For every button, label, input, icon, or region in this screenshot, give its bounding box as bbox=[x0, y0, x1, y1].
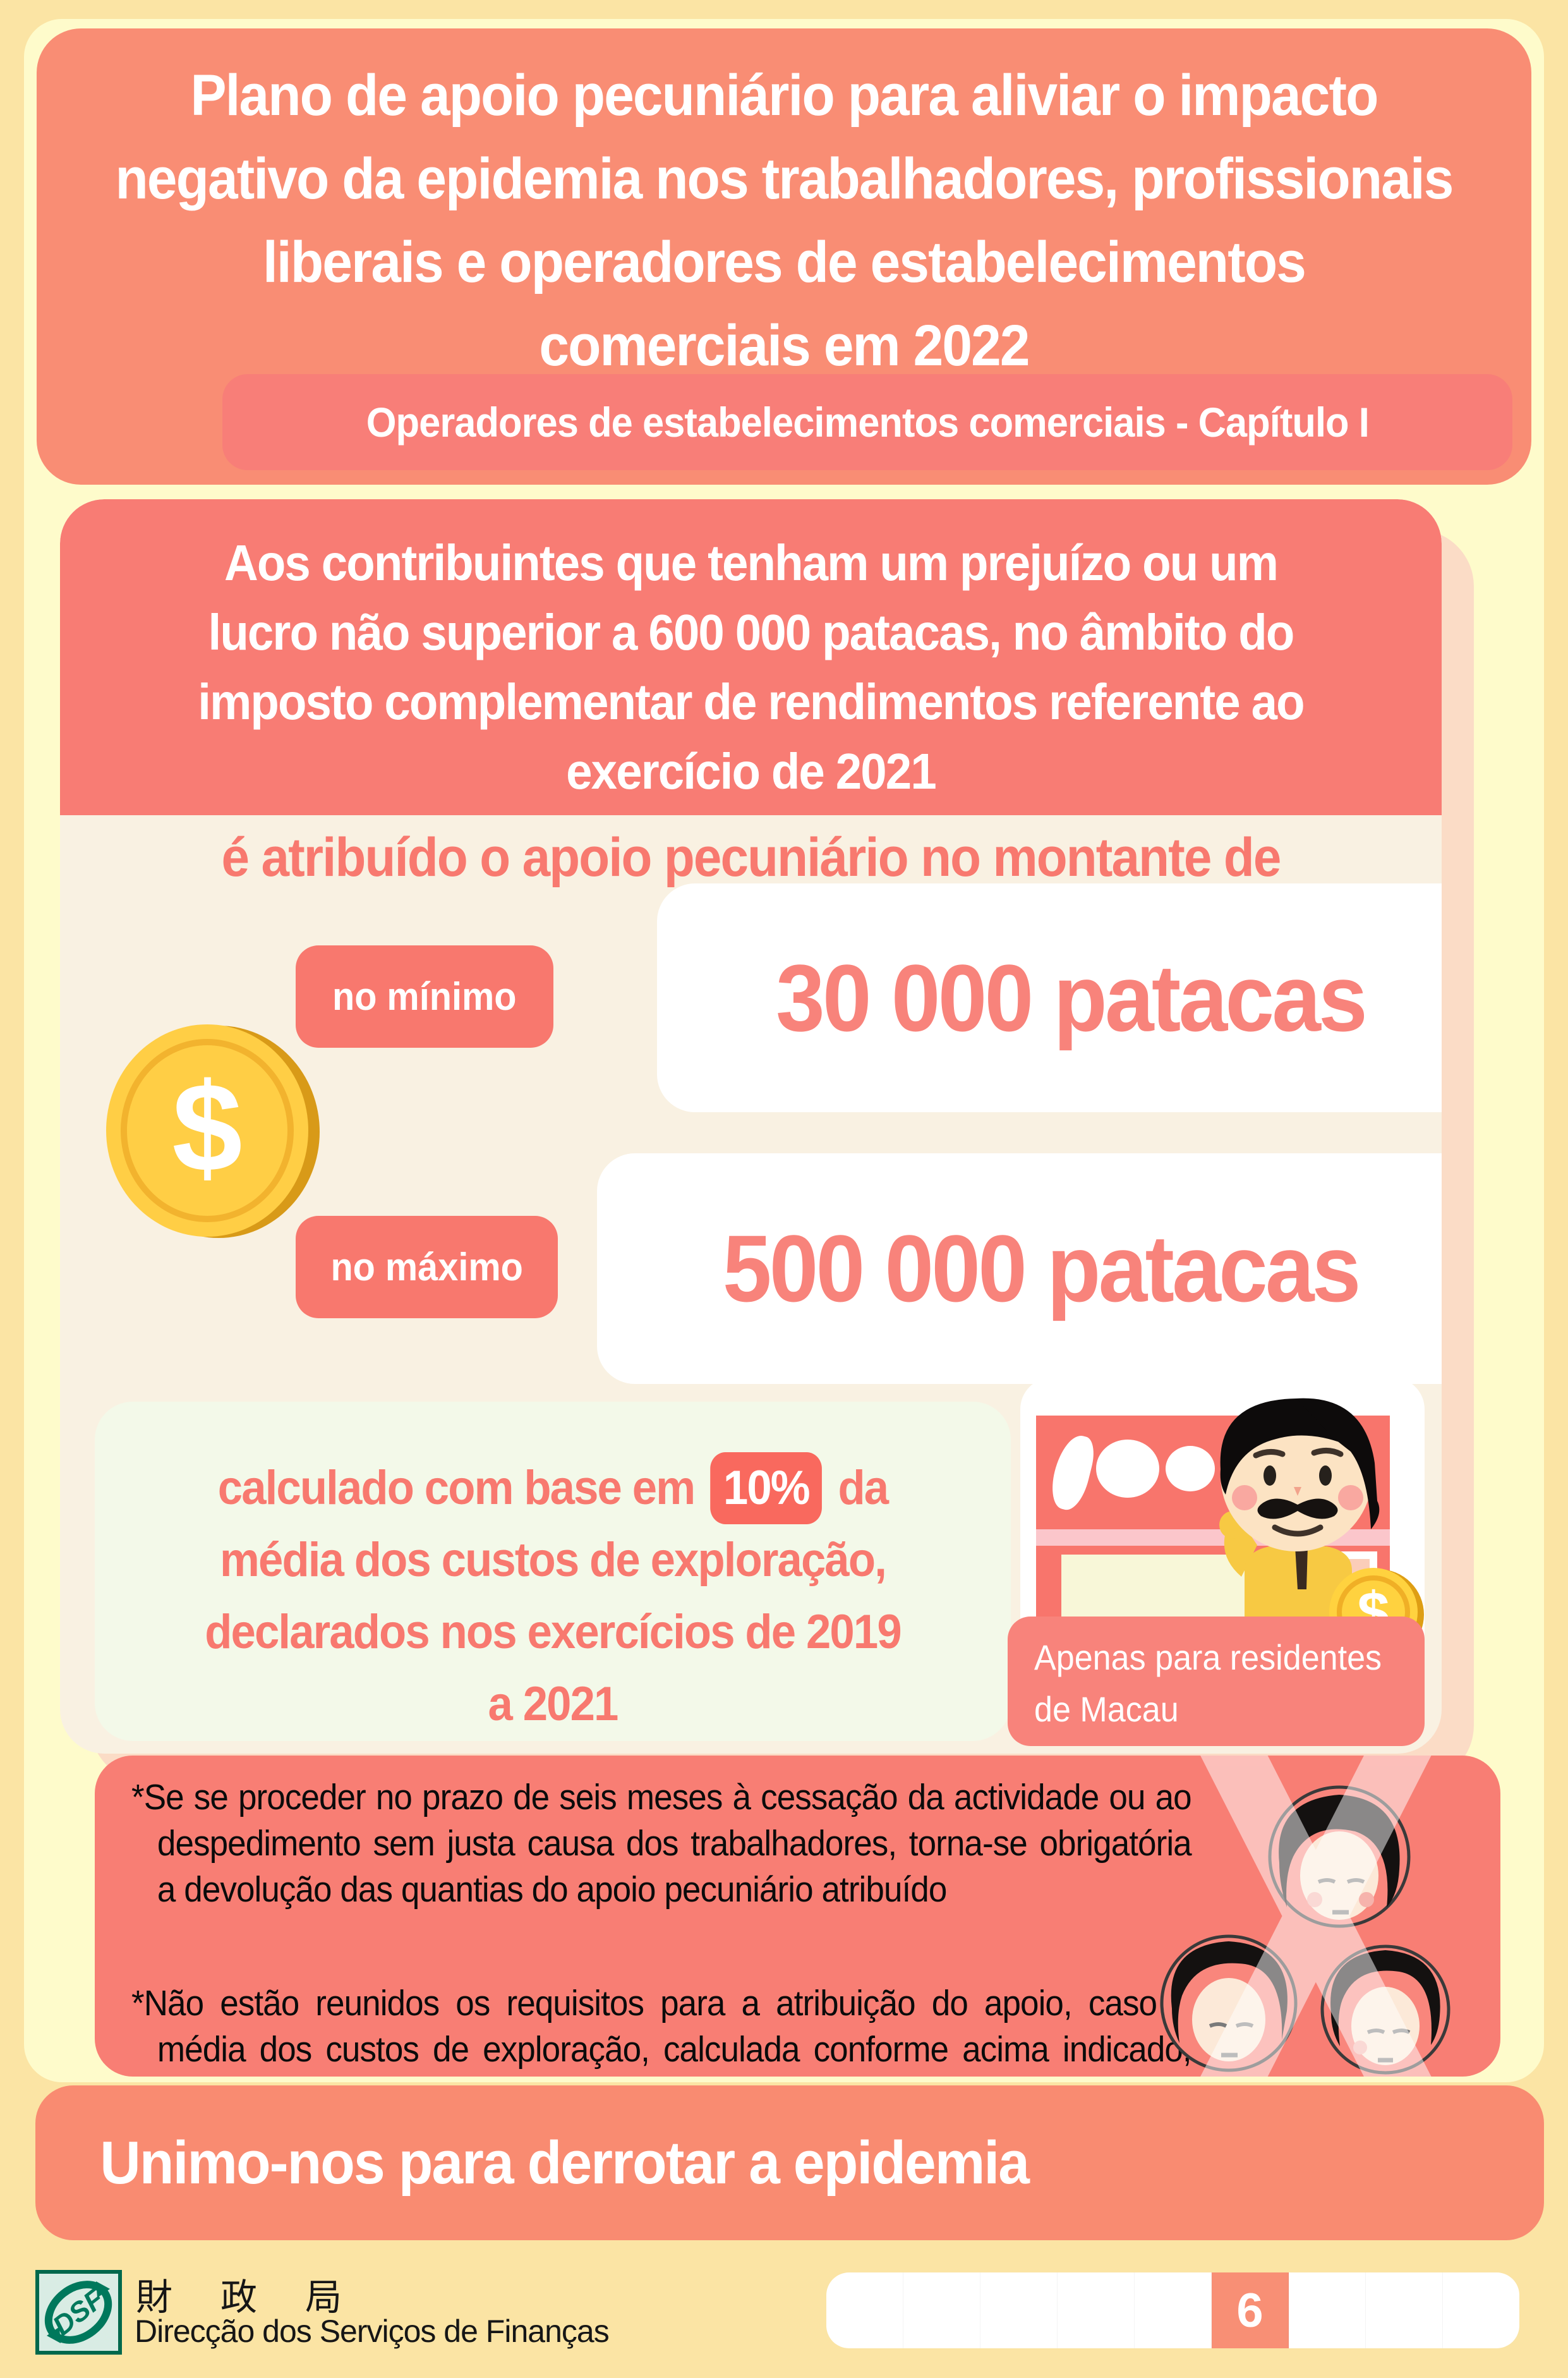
min-label-chip: no mínimo bbox=[296, 945, 553, 1048]
main-card: Aos contribuintes que tenham um prejuízo… bbox=[60, 499, 1442, 1754]
note-item: *Se se proceder no prazo de seis meses à… bbox=[131, 1777, 1192, 1910]
max-amount-box: 500 000 patacas bbox=[597, 1153, 1442, 1384]
page-segment bbox=[1058, 2272, 1135, 2348]
percent-badge: 10% bbox=[710, 1452, 823, 1524]
slogan-text: Unimo-nos para derrotar a epidemia bbox=[100, 2128, 1030, 2197]
eligibility-text: Aos contribuintes que tenham um prejuízo… bbox=[198, 535, 1305, 799]
svg-text:$: $ bbox=[172, 1057, 242, 1198]
title-line: liberais e operadores de estabelecimento… bbox=[263, 230, 1306, 294]
grant-lead-text: é atribuído o apoio pecuniário no montan… bbox=[221, 827, 1282, 888]
page-segment bbox=[1443, 2272, 1519, 2348]
page-segment bbox=[826, 2272, 903, 2348]
coin-icon: $ bbox=[106, 1024, 320, 1238]
max-label-chip: no máximo bbox=[296, 1216, 558, 1318]
asterisk-bullet: * bbox=[131, 1777, 145, 1817]
calculation-box: calculado com base em 10% da média dos c… bbox=[95, 1402, 1011, 1741]
rejected-people-illustration bbox=[1160, 1756, 1450, 2077]
eligibility-box: Aos contribuintes que tenham um prejuízo… bbox=[60, 499, 1442, 815]
slogan-banner: Unimo-nos para derrotar a epidemia bbox=[35, 2085, 1544, 2240]
page-segment bbox=[980, 2272, 1058, 2348]
page-segment bbox=[1366, 2272, 1443, 2348]
residents-note: Apenas para residentes de Macau bbox=[1008, 1617, 1425, 1746]
page-segment bbox=[1289, 2272, 1366, 2348]
chapter-banner-label: Operadores de estabelecimentos comerciai… bbox=[366, 399, 1369, 446]
title-line: Plano de apoio pecuniário para aliviar o… bbox=[190, 63, 1378, 128]
page-segment bbox=[903, 2272, 980, 2348]
page-number: 6 bbox=[1236, 2283, 1263, 2338]
org-name-portuguese: Direcção dos Serviços de Finanças bbox=[135, 2314, 610, 2349]
asterisk-bullet: * bbox=[131, 1983, 145, 2023]
page-segment-current: 6 bbox=[1212, 2272, 1289, 2348]
title-line: comerciais em 2022 bbox=[539, 313, 1030, 378]
page-title: Plano de apoio pecuniário para aliviar o… bbox=[37, 54, 1531, 387]
chapter-banner: Operadores de estabelecimentos comerciai… bbox=[222, 374, 1512, 470]
title-line: negativo da epidemia nos trabalhadores, … bbox=[115, 147, 1454, 211]
page-segment bbox=[1135, 2272, 1212, 2348]
dsf-logo: DSF bbox=[35, 2270, 122, 2355]
calculation-text: calculado com base em 10% da média dos c… bbox=[95, 1402, 1011, 1740]
notes-box: *Se se proceder no prazo de seis meses à… bbox=[95, 1756, 1500, 2077]
note-item: *Não estão reunidos os requisitos para a… bbox=[131, 1983, 1192, 2077]
page-indicator: 6 bbox=[826, 2272, 1519, 2348]
min-amount-value: 30 000 patacas bbox=[776, 944, 1368, 1051]
x-mark-overlay bbox=[1183, 1756, 1447, 2077]
max-amount-value: 500 000 patacas bbox=[723, 1215, 1361, 1321]
min-amount-box: 30 000 patacas bbox=[657, 883, 1442, 1112]
org-name-chinese: 財政局 bbox=[136, 2277, 390, 2318]
